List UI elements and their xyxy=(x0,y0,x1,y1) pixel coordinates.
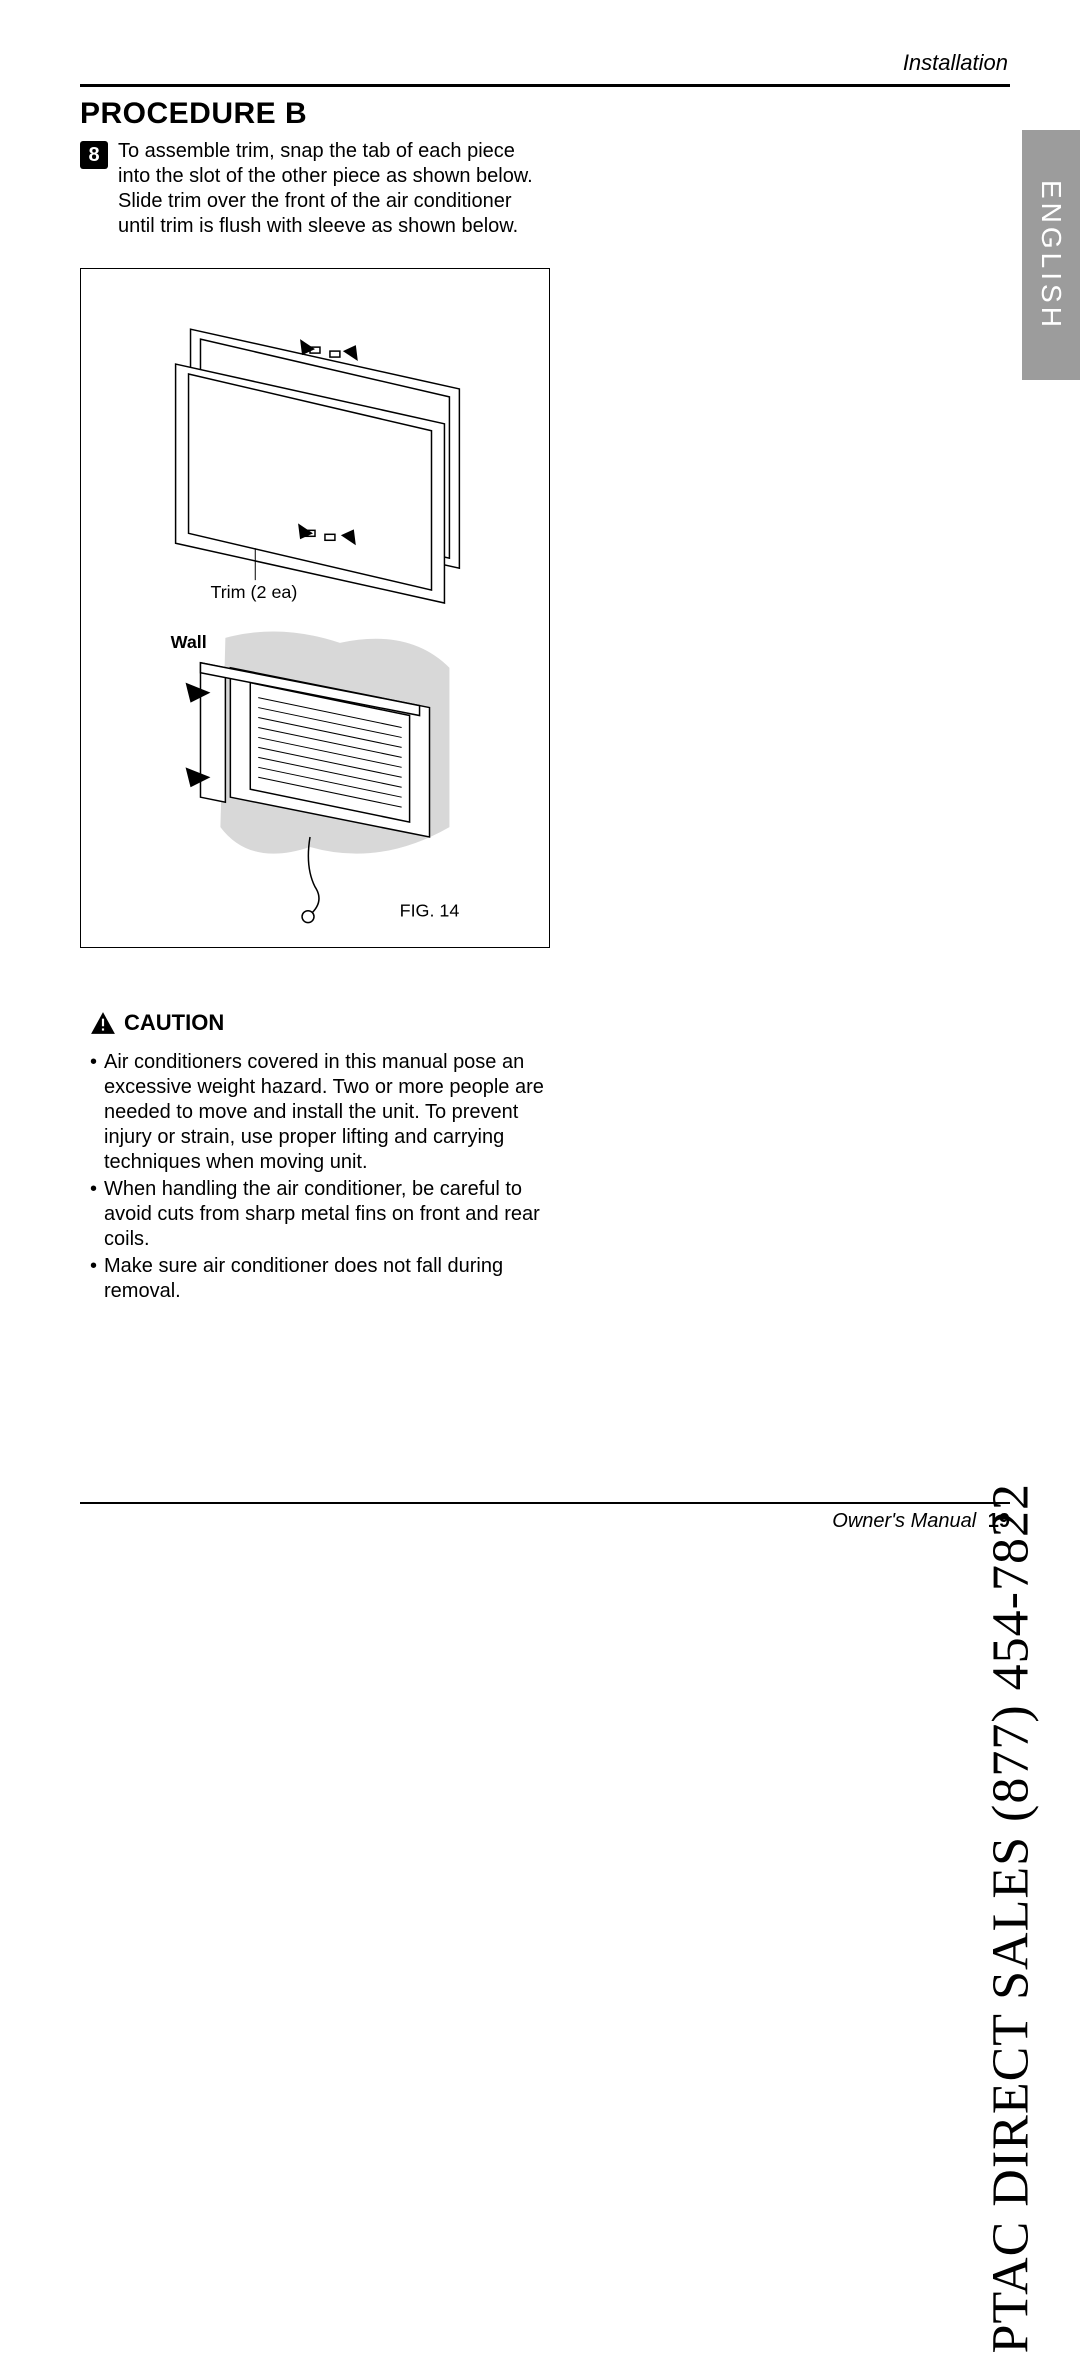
caution-heading: CAUTION xyxy=(90,1010,560,1036)
figure-container: Trim (2 ea) Wall xyxy=(80,268,550,948)
step-number-badge: 8 xyxy=(80,141,108,169)
caution-list: Air conditioners covered in this manual … xyxy=(90,1050,560,1304)
sales-banner: PTAC DIRECT SALES (877) 454-7822 xyxy=(981,1483,1040,2353)
footer-label: Owner's Manual xyxy=(832,1510,976,1532)
step-row: 8 To assemble trim, snap the tab of each… xyxy=(80,139,1010,239)
caution-block: CAUTION Air conditioners covered in this… xyxy=(90,1010,560,1306)
caution-title: CAUTION xyxy=(124,1010,224,1036)
step-instruction-text: To assemble trim, snap the tab of each p… xyxy=(118,139,548,239)
procedure-title: PROCEDURE B xyxy=(80,97,1010,131)
header-rule xyxy=(80,84,1010,87)
caution-item: Air conditioners covered in this manual … xyxy=(90,1050,560,1175)
figure-caption: FIG. 14 xyxy=(400,901,460,921)
caution-item: When handling the air conditioner, be ca… xyxy=(90,1177,560,1252)
section-label: Installation xyxy=(80,50,1010,76)
assembly-diagram: Trim (2 ea) Wall xyxy=(81,269,549,947)
warning-icon xyxy=(90,1010,116,1036)
language-tab: ENGLISH xyxy=(1022,130,1080,380)
trim-label: Trim (2 ea) xyxy=(210,582,297,602)
footer-rule xyxy=(80,1502,1010,1504)
page-footer: Owner's Manual 19 xyxy=(80,1502,1010,1533)
page-number: 19 xyxy=(988,1510,1010,1532)
page-header: Installation PROCEDURE B 8 To assemble t… xyxy=(80,50,1010,239)
footer-text: Owner's Manual 19 xyxy=(80,1510,1010,1533)
manual-page: Installation PROCEDURE B 8 To assemble t… xyxy=(0,0,1080,1583)
caution-item: Make sure air conditioner does not fall … xyxy=(90,1254,560,1304)
wall-label: Wall xyxy=(171,632,207,652)
